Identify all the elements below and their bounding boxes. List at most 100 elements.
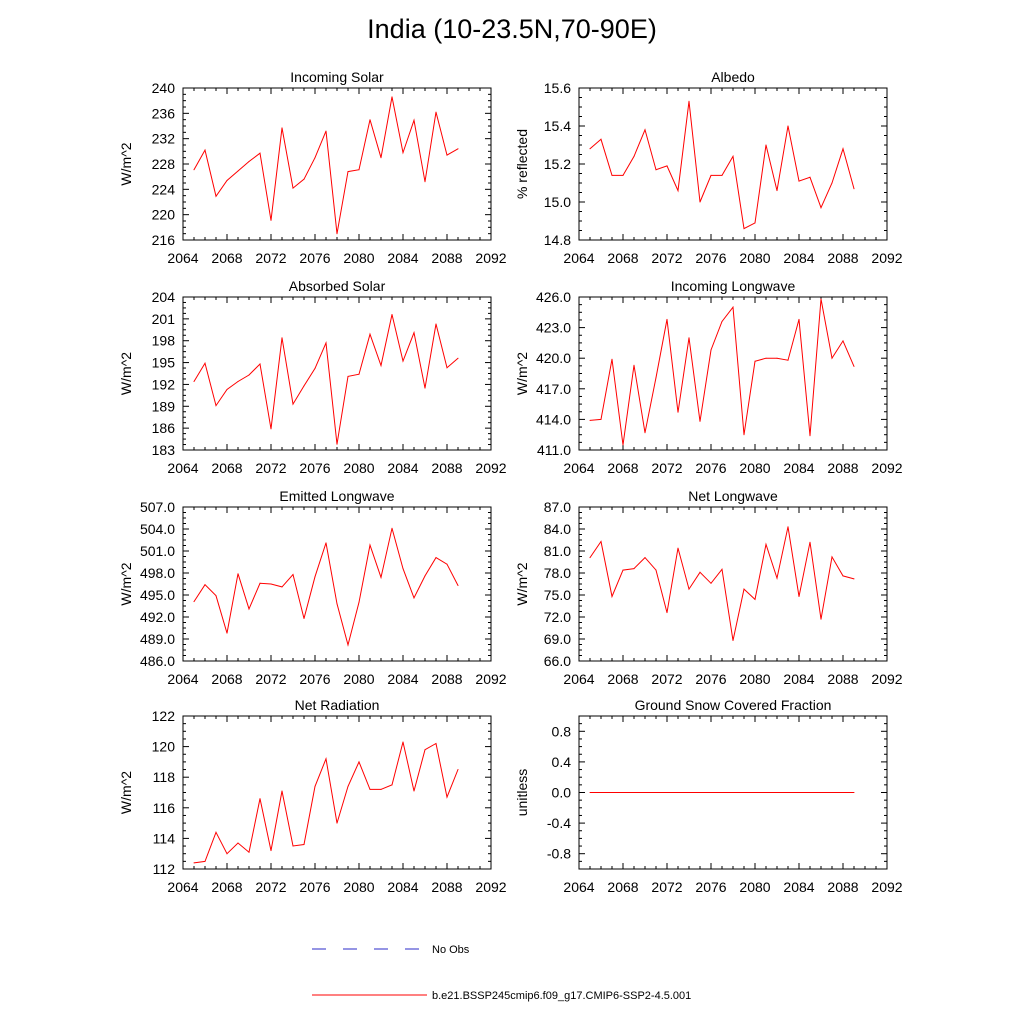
y-tick-label: 112 bbox=[153, 861, 176, 877]
data-point bbox=[655, 792, 657, 793]
data-point bbox=[446, 154, 448, 156]
plot-frame bbox=[182, 715, 492, 870]
panel-8: Ground Snow Covered Fraction unitless 2064… bbox=[514, 697, 903, 895]
panel-5: Emitted Longwave W/m^2 2064 2068 2072 2076 208… bbox=[118, 488, 507, 687]
data-point bbox=[358, 761, 360, 763]
data-point bbox=[457, 148, 459, 150]
y-tick-label: 232 bbox=[152, 131, 176, 147]
y-tick-label: 14.8 bbox=[544, 232, 571, 248]
y-tick-label: 420.0 bbox=[536, 350, 571, 366]
data-point bbox=[633, 155, 635, 157]
data-point bbox=[688, 588, 690, 590]
data-point bbox=[831, 792, 833, 793]
data-point bbox=[270, 850, 272, 852]
data-point bbox=[380, 788, 382, 790]
data-point bbox=[347, 644, 349, 646]
y-tick-label: 0.8 bbox=[552, 723, 572, 739]
data-point bbox=[787, 125, 789, 127]
data-point bbox=[325, 542, 327, 544]
x-tick-label: 2092 bbox=[871, 460, 902, 476]
x-tick-label: 2064 bbox=[563, 671, 594, 687]
data-point bbox=[798, 318, 800, 320]
y-axis-label: W/m^2 bbox=[118, 142, 134, 185]
y-tick-label: 15.0 bbox=[544, 194, 571, 210]
data-point bbox=[754, 222, 756, 224]
y-tick-label: 417.0 bbox=[536, 381, 571, 397]
data-point bbox=[457, 357, 459, 359]
y-tick-label: 507.0 bbox=[140, 499, 175, 515]
panel-title: Emitted Longwave bbox=[279, 488, 394, 504]
data-point bbox=[248, 851, 250, 853]
y-tick-label: 116 bbox=[153, 800, 176, 816]
data-point bbox=[809, 176, 811, 178]
x-tick-label: 2084 bbox=[783, 879, 814, 895]
data-point bbox=[237, 842, 239, 844]
data-point bbox=[688, 100, 690, 102]
panel-title: Net Radiation bbox=[295, 697, 380, 713]
y-tick-label: 75.0 bbox=[544, 587, 571, 603]
data-point bbox=[369, 788, 371, 790]
x-tick-label: 2080 bbox=[343, 460, 374, 476]
data-point bbox=[457, 769, 459, 770]
data-point bbox=[765, 357, 767, 359]
y-axis-label: % reflected bbox=[514, 129, 530, 199]
y-tick-label: 186 bbox=[152, 420, 176, 436]
x-tick-label: 2064 bbox=[167, 250, 198, 266]
x-tick-label: 2072 bbox=[651, 460, 682, 476]
data-point bbox=[699, 571, 701, 573]
data-point bbox=[380, 157, 382, 159]
x-tick-label: 2088 bbox=[827, 460, 858, 476]
data-point bbox=[413, 119, 415, 121]
x-tick-label: 2068 bbox=[607, 671, 638, 687]
series-line bbox=[193, 528, 459, 647]
data-point bbox=[589, 148, 591, 150]
x-tick-label: 2064 bbox=[563, 879, 594, 895]
data-point bbox=[380, 576, 382, 578]
x-tick-label: 2076 bbox=[695, 671, 726, 687]
data-point bbox=[787, 359, 789, 361]
series-line bbox=[589, 526, 855, 641]
x-tick-label: 2084 bbox=[387, 671, 418, 687]
data-point bbox=[248, 161, 250, 162]
data-point bbox=[292, 187, 294, 189]
x-tick-label: 2084 bbox=[387, 250, 418, 266]
x-tick-label: 2068 bbox=[211, 671, 242, 687]
y-tick-label: 183 bbox=[152, 442, 176, 458]
data-point bbox=[325, 342, 327, 344]
y-tick-label: 236 bbox=[152, 105, 176, 121]
data-point bbox=[589, 557, 591, 559]
x-tick-label: 2092 bbox=[871, 671, 902, 687]
data-point bbox=[666, 165, 668, 167]
y-axis-label: W/m^2 bbox=[514, 352, 530, 395]
data-point bbox=[336, 443, 338, 445]
data-point bbox=[765, 144, 767, 146]
data-point bbox=[644, 129, 646, 131]
data-point bbox=[600, 792, 602, 793]
data-point bbox=[402, 568, 404, 570]
data-point bbox=[204, 584, 206, 586]
y-tick-label: 195 bbox=[152, 355, 176, 371]
data-point bbox=[633, 568, 635, 570]
x-tick-label: 2092 bbox=[871, 250, 902, 266]
x-tick-label: 2080 bbox=[343, 879, 374, 895]
data-point bbox=[446, 367, 448, 369]
data-point bbox=[435, 743, 437, 744]
data-point bbox=[457, 585, 459, 586]
data-point bbox=[611, 174, 613, 176]
x-tick-label: 2088 bbox=[827, 671, 858, 687]
data-point bbox=[644, 432, 646, 434]
x-tick-label: 2088 bbox=[431, 460, 462, 476]
x-tick-label: 2072 bbox=[651, 671, 682, 687]
data-point bbox=[842, 575, 844, 577]
plot-frame bbox=[182, 87, 492, 241]
data-point bbox=[435, 111, 437, 113]
data-point bbox=[325, 758, 327, 760]
data-point bbox=[303, 385, 305, 387]
y-tick-label: 489.0 bbox=[140, 631, 175, 647]
data-point bbox=[391, 527, 393, 529]
data-point bbox=[292, 403, 294, 405]
data-point bbox=[842, 340, 844, 342]
data-point bbox=[732, 306, 734, 308]
data-point bbox=[226, 180, 228, 181]
y-tick-label: 120 bbox=[152, 739, 176, 755]
